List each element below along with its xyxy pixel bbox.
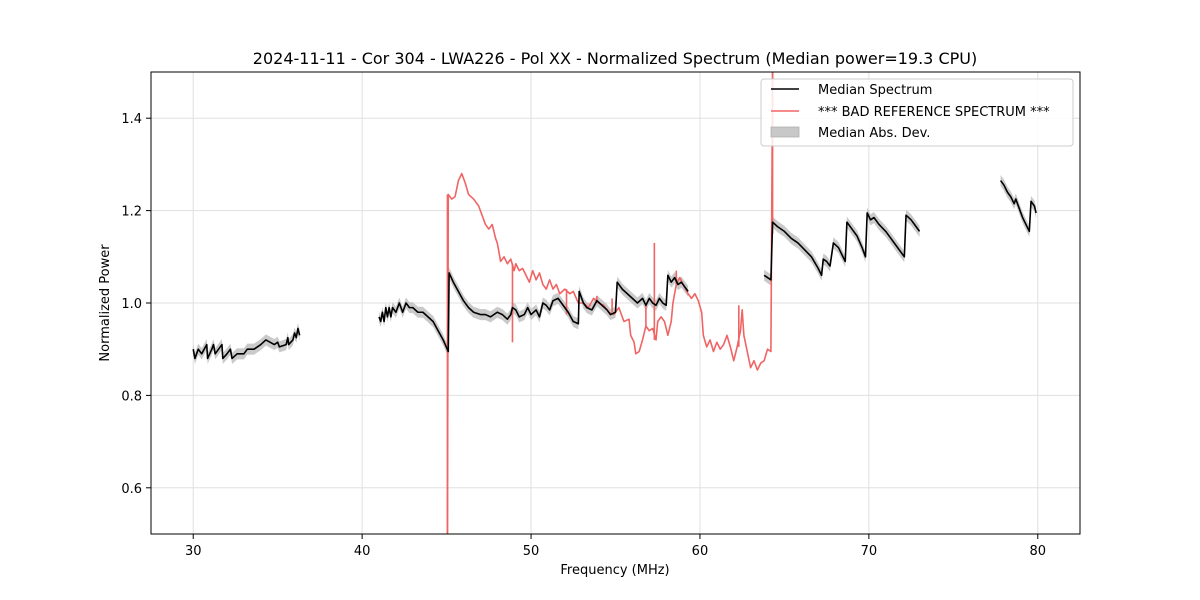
median-spectrum-line bbox=[192, 327, 301, 360]
reference-spectrum-line bbox=[446, 72, 774, 534]
series-layer bbox=[192, 72, 1037, 534]
legend-entry-median: Median Spectrum bbox=[818, 83, 932, 98]
x-axis-label: Frequency (MHz) bbox=[560, 563, 669, 578]
legend-box bbox=[760, 78, 1074, 147]
x-tick-label: 30 bbox=[185, 544, 202, 559]
plot-area bbox=[192, 72, 1037, 534]
x-tick-label: 50 bbox=[523, 544, 540, 559]
median-spectrum-line bbox=[378, 272, 689, 353]
legend-entry-reference: *** BAD REFERENCE SPECTRUM *** bbox=[818, 105, 1050, 120]
median-spectrum-line bbox=[999, 180, 1037, 233]
y-tick-label: 1.4 bbox=[121, 112, 142, 127]
x-tick-label: 60 bbox=[692, 544, 709, 559]
y-tick-label: 0.8 bbox=[121, 389, 142, 404]
y-tick-label: 1.0 bbox=[121, 297, 142, 312]
median-spectrum-line bbox=[763, 212, 921, 281]
y-axis-ticks: 0.6 0.8 1.0 1.2 1.4 bbox=[121, 112, 151, 497]
legend-swatch-mad bbox=[770, 126, 800, 138]
legend: Median Spectrum *** BAD REFERENCE SPECTR… bbox=[760, 78, 1074, 147]
y-tick-label: 0.6 bbox=[121, 482, 142, 497]
y-tick-label: 1.2 bbox=[121, 205, 142, 220]
x-axis-ticks: 30 40 50 60 70 80 bbox=[185, 534, 1046, 559]
x-tick-label: 40 bbox=[354, 544, 371, 559]
chart-title: 2024-11-11 - Cor 304 - LWA226 - Pol XX -… bbox=[253, 49, 977, 68]
legend-entry-mad: Median Abs. Dev. bbox=[818, 126, 930, 141]
y-axis-label: Normalized Power bbox=[98, 244, 113, 362]
x-tick-label: 70 bbox=[861, 544, 878, 559]
x-tick-label: 80 bbox=[1029, 544, 1046, 559]
